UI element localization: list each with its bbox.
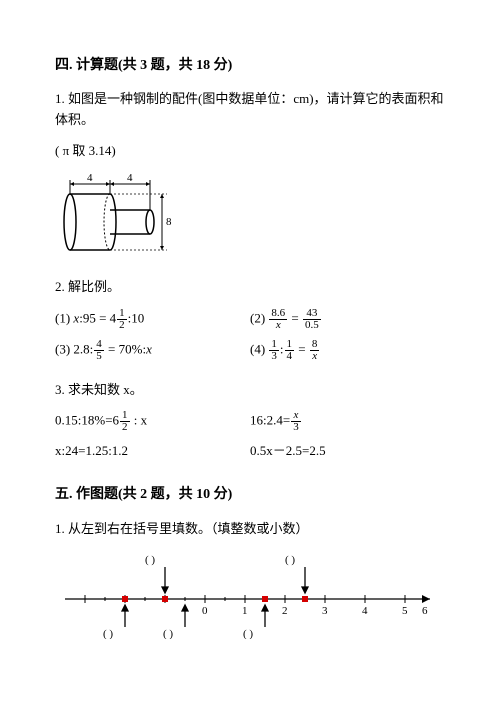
q4-2-row1: (1) x:95 = 412:10 (2) 8.6x = 430.5 (55, 308, 445, 331)
q4-1-text: 1. 如图是一种钢制的配件(图中数据单位：cm)，请计算它的表面积和体积。 (55, 89, 445, 131)
section5-title: 五. 作图题(共 2 题，共 10 分) (55, 484, 445, 506)
svg-text:0: 0 (202, 605, 208, 617)
q4-3-4: 0.5x－2.5=2.5 (250, 441, 445, 462)
svg-text:2: 2 (282, 605, 288, 617)
section4-title: 四. 计算题(共 3 题，共 18 分) (55, 55, 445, 77)
svg-text:4: 4 (362, 605, 368, 617)
q4-3-2: 16:2.4=x3 (250, 410, 445, 433)
svg-text:1: 1 (242, 605, 248, 617)
svg-text:( ): ( ) (145, 554, 155, 566)
q4-2-row2: (3) 2.8:45 = 70%:x (4) 13:14 = 8x (55, 339, 445, 362)
q5-1-text: 1. 从左到右在括号里填数。（填整数或小数） (55, 519, 445, 540)
svg-text:( ): ( ) (103, 628, 113, 639)
dim-4a: 4 (87, 172, 93, 184)
q4-2-4: (4) 13:14 = 8x (250, 339, 445, 362)
svg-text:6: 6 (422, 605, 428, 617)
cylinder-figure: 4 4 8 (55, 172, 445, 257)
svg-text:3: 3 (322, 605, 328, 617)
q4-3-row2: x:24=1.25:1.2 0.5x－2.5=2.5 (55, 441, 445, 462)
dim-8: 8 (166, 216, 172, 228)
q4-3-1: 0.15:18%=612 : x (55, 410, 250, 433)
q4-2-3: (3) 2.8:45 = 70%:x (55, 339, 250, 362)
svg-text:( ): ( ) (285, 554, 295, 566)
q4-2-2: (2) 8.6x = 430.5 (250, 308, 445, 331)
q4-2-1: (1) x:95 = 412:10 (55, 308, 250, 331)
q4-3-title: 3. 求未知数 x。 (55, 380, 445, 401)
svg-text:( ): ( ) (163, 628, 173, 639)
svg-text:5: 5 (402, 605, 408, 617)
number-line-figure: 0 1 2 3 4 5 6 ( ) ( ) ( ) ( ) ( ) (55, 549, 445, 639)
dim-4b: 4 (127, 172, 133, 184)
q4-2-title: 2. 解比例。 (55, 277, 445, 298)
q4-3-3: x:24=1.25:1.2 (55, 441, 250, 462)
q4-1-note: ( π 取 3.14) (55, 141, 445, 162)
svg-text:( ): ( ) (243, 628, 253, 639)
q4-3-row1: 0.15:18%=612 : x 16:2.4=x3 (55, 410, 445, 433)
